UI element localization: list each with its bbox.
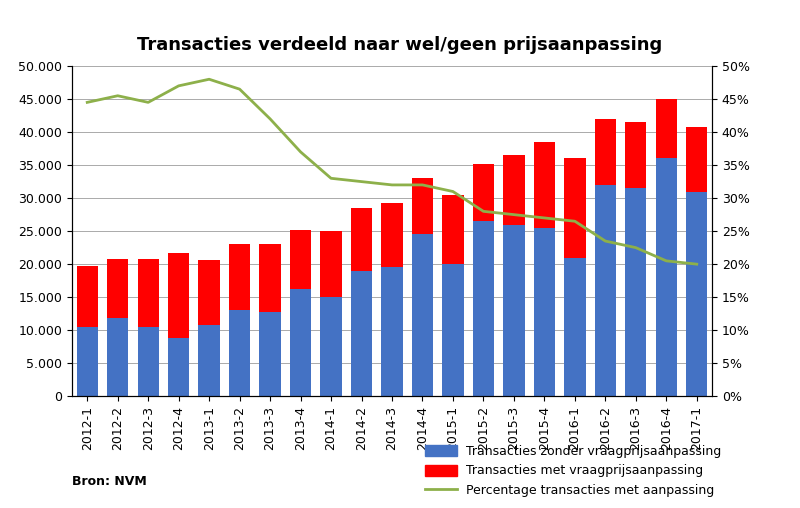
Bar <box>290 230 311 289</box>
Line: Percentage transacties met aanpassing: Percentage transacties met aanpassing <box>87 79 697 264</box>
Percentage transacties met aanpassing <box>601 238 610 244</box>
Percentage transacties met aanpassing <box>509 211 518 217</box>
Bar <box>686 192 707 396</box>
Text: Bron: NVM: Bron: NVM <box>72 474 146 488</box>
Percentage transacties met aanpassing <box>662 258 671 264</box>
Bar <box>168 253 190 338</box>
Bar <box>473 221 494 396</box>
Bar <box>594 119 616 185</box>
Bar <box>473 164 494 221</box>
Bar <box>168 338 190 396</box>
Bar <box>564 158 586 258</box>
Bar <box>107 319 128 396</box>
Bar <box>412 235 433 396</box>
Bar <box>320 297 342 396</box>
Percentage transacties met aanpassing <box>235 86 245 92</box>
Percentage transacties met aanpassing <box>448 188 458 195</box>
Percentage transacties met aanpassing <box>357 179 366 185</box>
Percentage transacties met aanpassing <box>204 76 214 82</box>
Bar <box>686 128 707 192</box>
Bar <box>138 327 159 396</box>
Bar <box>320 231 342 297</box>
Percentage transacties met aanpassing <box>82 100 92 106</box>
Percentage transacties met aanpassing <box>631 244 641 250</box>
Bar <box>656 99 677 158</box>
Bar <box>229 310 250 396</box>
Bar <box>442 264 464 396</box>
Percentage transacties met aanpassing <box>326 175 336 181</box>
Percentage transacties met aanpassing <box>174 83 183 89</box>
Bar <box>503 225 525 396</box>
Percentage transacties met aanpassing <box>478 208 488 214</box>
Percentage transacties met aanpassing <box>539 215 549 221</box>
Bar <box>107 259 128 319</box>
Bar <box>138 259 159 327</box>
Bar <box>382 267 402 396</box>
Bar <box>229 244 250 310</box>
Percentage transacties met aanpassing <box>113 92 122 99</box>
Bar <box>77 327 98 396</box>
Bar <box>625 188 646 396</box>
Bar <box>442 195 464 264</box>
Bar <box>290 289 311 396</box>
Bar <box>198 260 220 325</box>
Bar <box>259 244 281 312</box>
Legend: Transacties zonder vraagprijsaanpassing, Transacties met vraagprijsaanpassing, P: Transacties zonder vraagprijsaanpassing,… <box>426 445 722 497</box>
Percentage transacties met aanpassing <box>387 182 397 188</box>
Percentage transacties met aanpassing <box>418 182 427 188</box>
Bar <box>534 142 555 228</box>
Bar <box>503 155 525 225</box>
Bar <box>594 185 616 396</box>
Bar <box>534 228 555 396</box>
Bar <box>198 325 220 396</box>
Bar <box>259 312 281 396</box>
Bar <box>77 266 98 327</box>
Percentage transacties met aanpassing <box>570 218 580 225</box>
Percentage transacties met aanpassing <box>143 100 153 106</box>
Percentage transacties met aanpassing <box>296 149 306 155</box>
Percentage transacties met aanpassing <box>692 261 702 267</box>
Bar <box>656 158 677 396</box>
Bar <box>351 271 372 396</box>
Bar <box>625 122 646 188</box>
Bar <box>351 208 372 271</box>
Bar <box>382 203 402 267</box>
Percentage transacties met aanpassing <box>266 116 275 122</box>
Bar <box>564 258 586 396</box>
Bar <box>412 178 433 235</box>
Text: Transacties verdeeld naar wel/geen prijsaanpassing: Transacties verdeeld naar wel/geen prijs… <box>138 36 662 53</box>
